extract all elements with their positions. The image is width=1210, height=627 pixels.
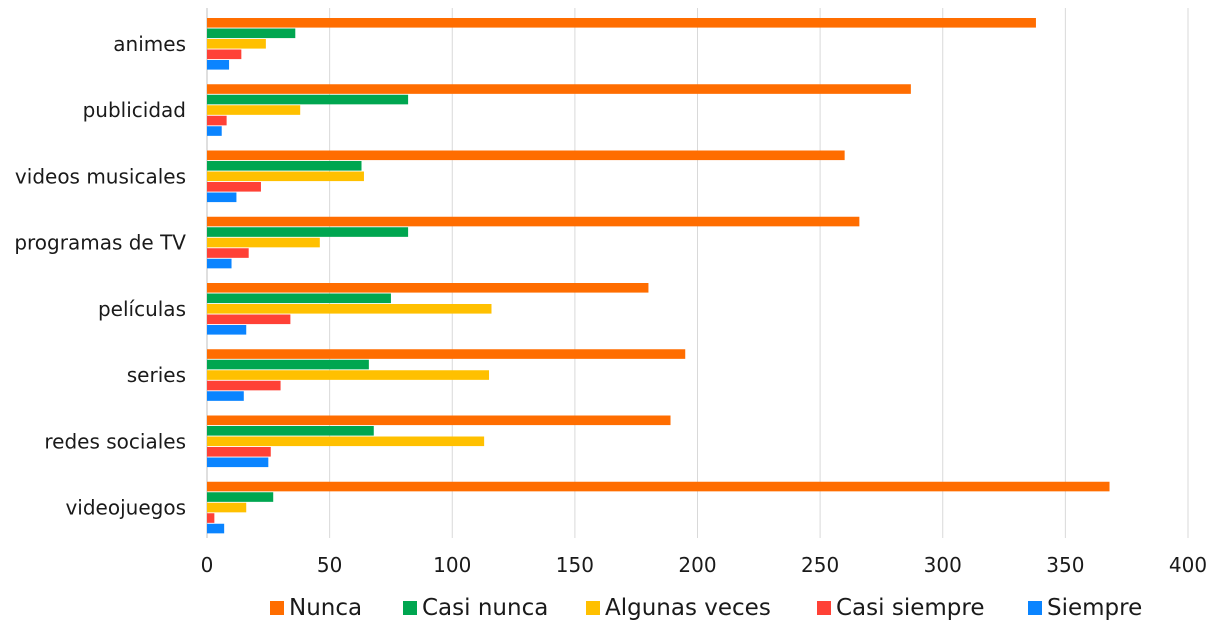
bar-algunas-veces xyxy=(207,436,485,447)
bar-siempre xyxy=(207,192,237,203)
bar-casi-nunca xyxy=(207,359,369,370)
bar-casi-nunca xyxy=(207,227,409,237)
bar-nunca xyxy=(207,283,649,293)
bar-casi-nunca xyxy=(207,28,296,39)
legend-label: Nunca xyxy=(289,595,362,621)
category-label: series xyxy=(127,363,186,387)
legend-swatch xyxy=(817,601,831,615)
x-tick-label: 300 xyxy=(924,553,962,577)
bar-siempre xyxy=(207,325,247,335)
x-tick-label: 0 xyxy=(201,553,214,577)
legend-label: Algunas veces xyxy=(605,595,771,621)
bar-algunas-veces xyxy=(207,171,364,182)
bar-algunas-veces xyxy=(207,39,266,49)
bar-casi-nunca xyxy=(207,426,374,436)
legend-label: Casi siempre xyxy=(836,595,984,621)
bar-casi-siempre xyxy=(207,513,215,523)
category-label: videos musicales xyxy=(15,164,186,188)
bar-casi-siempre xyxy=(207,248,249,258)
category-label: películas xyxy=(98,297,186,321)
x-tick-label: 250 xyxy=(801,553,839,577)
x-tick-labels: 0 50 100 150 200 250 300 350 400 xyxy=(201,553,1207,577)
bar-siempre xyxy=(207,60,230,70)
category-label: videojuegos xyxy=(65,496,186,520)
bar-casi-nunca xyxy=(207,293,391,304)
bar-algunas-veces xyxy=(207,304,492,314)
legend-label: Casi nunca xyxy=(422,595,548,621)
bar-nunca xyxy=(207,349,686,359)
x-tick-label: 350 xyxy=(1046,553,1084,577)
bar-siempre xyxy=(207,258,232,269)
legend-swatch xyxy=(1028,601,1042,615)
bar-nunca xyxy=(207,481,1110,492)
bar-casi-nunca xyxy=(207,161,362,171)
bar-casi-siempre xyxy=(207,314,291,325)
x-tick-label: 50 xyxy=(317,553,342,577)
category-label: animes xyxy=(113,32,186,56)
bar-casi-siempre xyxy=(207,115,227,126)
x-tick-label: 400 xyxy=(1169,553,1207,577)
legend: Nunca Casi nunca Algunas veces Casi siempre… xyxy=(270,595,1142,621)
bar-algunas-veces xyxy=(207,502,247,513)
bar-nunca xyxy=(207,18,1036,28)
bar-algunas-veces xyxy=(207,370,490,380)
legend-swatch xyxy=(403,601,417,615)
bar-casi-siempre xyxy=(207,182,261,192)
bar-nunca xyxy=(207,84,911,94)
bar-siempre xyxy=(207,523,225,534)
bar-casi-siempre xyxy=(207,447,271,457)
bar-casi-nunca xyxy=(207,94,409,105)
bar-nunca xyxy=(207,415,671,426)
bar-casi-nunca xyxy=(207,492,274,502)
category-label: publicidad xyxy=(83,98,186,122)
bars xyxy=(207,18,1110,534)
legend-swatch xyxy=(586,601,600,615)
bar-siempre xyxy=(207,126,222,136)
bar-algunas-veces xyxy=(207,237,320,248)
bar-nunca xyxy=(207,216,860,227)
category-labels: animes publicidad videos musicales programa… xyxy=(14,32,186,520)
bar-casi-siempre xyxy=(207,380,281,391)
bar-siempre xyxy=(207,391,244,401)
x-tick-label: 200 xyxy=(678,553,716,577)
bar-casi-siempre xyxy=(207,49,242,60)
bar-algunas-veces xyxy=(207,105,301,115)
legend-label: Siempre xyxy=(1047,595,1142,621)
bar-siempre xyxy=(207,457,269,468)
category-label: programas de TV xyxy=(14,231,186,255)
x-tick-label: 150 xyxy=(556,553,594,577)
x-tick-label: 100 xyxy=(433,553,471,577)
category-label: redes sociales xyxy=(44,429,186,453)
bar-nunca xyxy=(207,150,845,161)
legend-swatch xyxy=(270,601,284,615)
